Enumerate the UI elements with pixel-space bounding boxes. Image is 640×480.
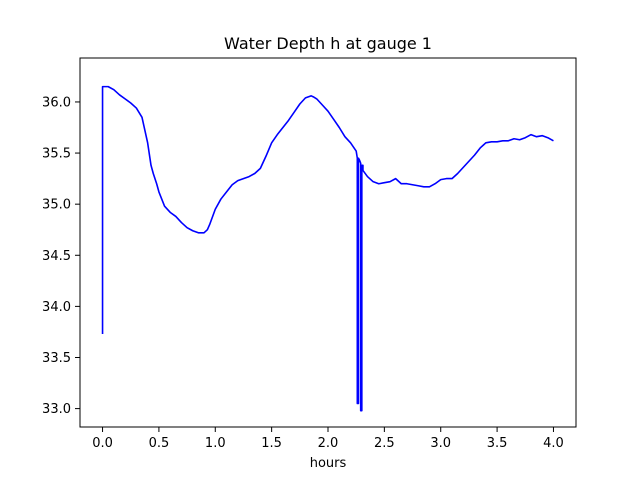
y-tick-label: 35.5 — [42, 147, 71, 162]
x-tick-label: 0.0 — [92, 436, 113, 451]
x-tick-label: 0.5 — [149, 436, 170, 451]
y-tick-label: 34.0 — [42, 300, 71, 315]
x-tick-label: 3.5 — [487, 436, 508, 451]
axes-frame — [79, 57, 577, 428]
x-tick-label: 4.0 — [543, 436, 564, 451]
x-axis: 0.0 0.5 1.0 1.5 2.0 2.5 3.0 3.5 4.0 — [92, 427, 564, 451]
plot-area: 0.0 0.5 1.0 1.5 2.0 2.5 3.0 3.5 4.0 33.0 33.5 34.0… — [42, 57, 577, 451]
x-axis-label: hours — [310, 456, 347, 471]
y-tick-label: 36.0 — [42, 95, 71, 110]
x-tick-label: 3.0 — [430, 436, 451, 451]
x-tick-label: 2.5 — [374, 436, 395, 451]
y-tick-label: 33.0 — [42, 402, 71, 417]
y-tick-label: 35.0 — [42, 198, 71, 213]
x-tick-label: 1.0 — [205, 436, 226, 451]
series-line — [101, 85, 554, 412]
series-layer — [101, 85, 554, 412]
y-axis: 33.0 33.5 34.0 34.5 35.0 35.5 36.0 — [42, 95, 80, 417]
y-tick-label: 34.5 — [42, 249, 71, 264]
x-tick-label: 2.0 — [318, 436, 339, 451]
y-tick-label: 33.5 — [42, 351, 71, 366]
chart-title: Water Depth h at gauge 1 — [224, 34, 432, 53]
x-tick-label: 1.5 — [261, 436, 282, 451]
